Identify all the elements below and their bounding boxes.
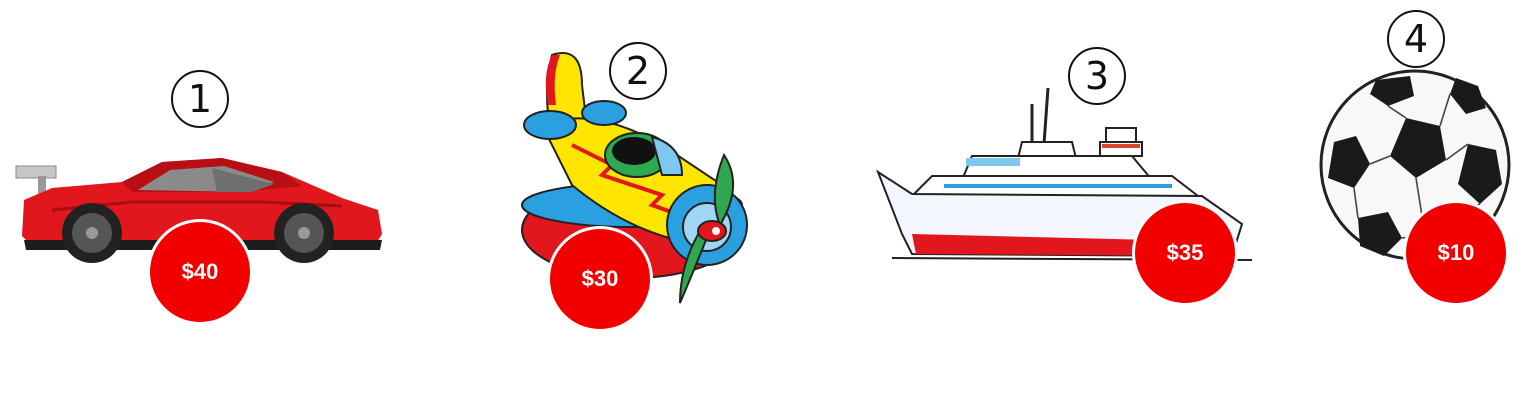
price-badge: $40 bbox=[150, 222, 250, 322]
car-icon bbox=[15, 158, 382, 263]
item-number: 3 bbox=[1068, 47, 1126, 105]
price-badge: $35 bbox=[1135, 203, 1235, 303]
item-number: 2 bbox=[609, 42, 667, 100]
price-badge: $30 bbox=[550, 229, 650, 329]
price-badge: $10 bbox=[1406, 203, 1506, 303]
item-number: 1 bbox=[171, 70, 229, 128]
item-number: 4 bbox=[1387, 10, 1445, 68]
